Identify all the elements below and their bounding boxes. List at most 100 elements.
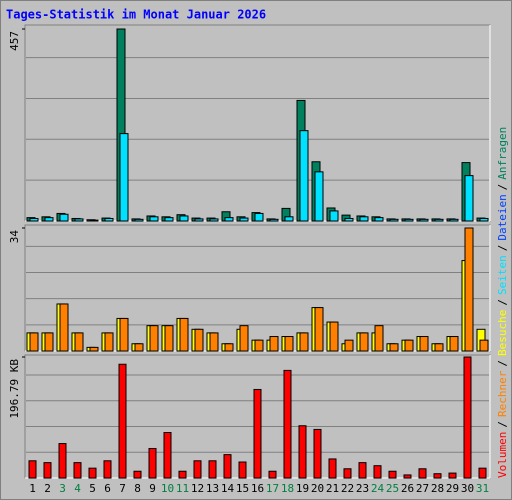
x-tick-label: 24 [371, 482, 385, 495]
x-tick-label: 15 [236, 482, 249, 495]
bar [314, 171, 324, 222]
bar [29, 332, 39, 352]
x-tick-label: 30 [461, 482, 474, 495]
legend-separator: / [496, 184, 509, 191]
bar [404, 218, 414, 222]
x-tick-label: 27 [416, 482, 429, 495]
x-tick-label: 14 [221, 482, 235, 495]
bar [239, 217, 249, 222]
bar [29, 217, 39, 222]
bar [223, 454, 232, 479]
legend-separator: / [496, 245, 509, 252]
bar [44, 332, 54, 352]
x-tick-label: 20 [311, 482, 324, 495]
bar [224, 343, 234, 352]
bar [329, 321, 339, 352]
bar [344, 339, 354, 352]
x-tick-label: 23 [356, 482, 369, 495]
x-tick-label: 31 [476, 482, 489, 495]
bar [404, 339, 414, 352]
x-tick-label: 9 [149, 482, 156, 495]
x-tick-label: 25 [386, 482, 399, 495]
legend-entry: Rechner [496, 370, 509, 417]
bar [388, 470, 397, 479]
x-tick-label: 10 [161, 482, 174, 495]
legend-separator: / [496, 421, 509, 428]
bar [164, 325, 174, 352]
legend-entry: Besuche [496, 310, 509, 356]
bar [374, 325, 384, 352]
bar [479, 217, 489, 222]
bar [133, 470, 142, 479]
bar [134, 343, 144, 352]
bar [149, 325, 159, 352]
bar [179, 317, 189, 352]
bar [313, 428, 322, 479]
bar [268, 470, 277, 479]
legend-entry: Anfragen [496, 127, 509, 180]
panel [24, 24, 491, 222]
bar [238, 461, 247, 479]
bar [163, 431, 172, 479]
bar [314, 307, 324, 352]
bar [299, 332, 309, 352]
bar [434, 343, 444, 352]
bar [148, 447, 157, 479]
bar [389, 343, 399, 352]
x-tick-label: 1 [29, 482, 36, 495]
bar [134, 218, 144, 222]
bar [374, 217, 384, 222]
bar [449, 336, 459, 352]
bar [74, 218, 84, 222]
x-tick-label: 11 [176, 482, 189, 495]
x-tick-label: 12 [191, 482, 204, 495]
bar [88, 467, 97, 479]
x-tick-label: 21 [326, 482, 339, 495]
bar [89, 219, 99, 222]
legend-entry: Seiten [496, 255, 509, 295]
x-tick-label: 5 [89, 482, 96, 495]
bar [328, 458, 337, 479]
x-tick-label: 18 [281, 482, 294, 495]
bar [89, 346, 99, 352]
bar [358, 462, 367, 479]
bar [194, 218, 204, 222]
x-tick-label: 6 [104, 482, 111, 495]
bar [59, 303, 69, 352]
bar [464, 227, 474, 352]
bar [104, 332, 114, 352]
bar [283, 369, 292, 479]
bar [418, 468, 427, 479]
bar [329, 210, 339, 222]
bar [478, 467, 487, 479]
bar [464, 175, 474, 222]
bar [208, 460, 217, 479]
bar [253, 388, 262, 479]
bar [403, 474, 412, 479]
bar [433, 473, 442, 479]
bar [298, 425, 307, 479]
bar [239, 325, 249, 352]
bar [284, 336, 294, 352]
bar [269, 218, 279, 222]
bar [359, 332, 369, 352]
bar [343, 468, 352, 479]
bar [254, 212, 264, 222]
chart-title: Tages-Statistik im Monat Januar 2026 [6, 8, 266, 22]
bar [463, 356, 472, 479]
bar [209, 218, 219, 222]
legend-separator: / [496, 360, 509, 367]
y-tick-label: 196.79 KB [8, 359, 21, 419]
x-tick-label: 28 [431, 482, 444, 495]
bar [344, 217, 354, 222]
bar [149, 216, 159, 222]
bar [479, 339, 489, 352]
bar [119, 317, 129, 352]
bar [118, 363, 127, 479]
bar [119, 133, 129, 222]
bar [269, 336, 279, 352]
bar [448, 472, 457, 479]
bar [209, 332, 219, 352]
legend-entry: Dateien [496, 194, 509, 240]
